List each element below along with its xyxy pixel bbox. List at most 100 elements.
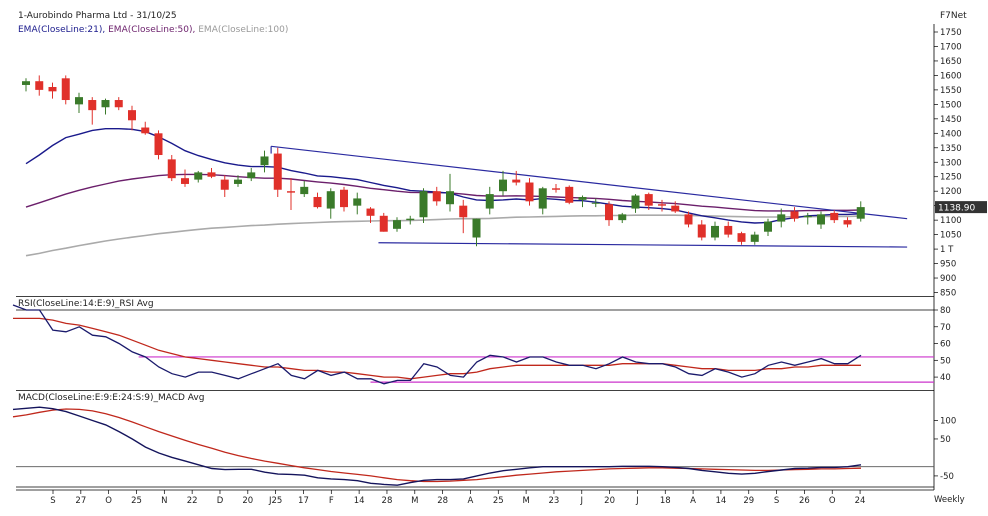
candle-body (287, 191, 295, 193)
candle-body (326, 191, 335, 209)
candle-body (167, 159, 176, 179)
x-tick-label: N (161, 496, 167, 506)
candle (631, 194, 640, 213)
x-tick-label: A (690, 496, 696, 506)
candle-body (618, 214, 627, 221)
timeframe-label: Weekly (934, 495, 965, 505)
candle-body (711, 225, 719, 238)
candle-body (750, 234, 759, 242)
rsi-tick-label: 60 (940, 340, 951, 350)
price-tick-label: 1500 (940, 100, 962, 110)
candle (340, 186, 348, 212)
candle (459, 199, 468, 234)
candle (273, 147, 282, 197)
candle (75, 92, 83, 114)
candle-body (379, 215, 388, 232)
candle (684, 211, 693, 228)
candle (366, 207, 375, 224)
candle (220, 175, 229, 197)
candle (856, 201, 865, 222)
candle (287, 178, 295, 211)
candle-body (432, 191, 441, 202)
candle (591, 198, 600, 208)
candle-body (154, 133, 163, 156)
x-tick-label: 23 (549, 496, 560, 506)
candle (803, 212, 812, 225)
candle (485, 186, 494, 215)
candle-body (671, 205, 680, 212)
candle-body (141, 127, 150, 134)
candle-body (313, 196, 322, 208)
price-tick-label: 1450 (940, 115, 962, 125)
x-tick-label: 27 (75, 496, 86, 506)
rsi-tick-label: 70 (940, 323, 951, 333)
x-tick-label: S (50, 496, 55, 506)
candle-body (459, 205, 468, 218)
rsi-title: RSI(CloseLine:14:E:9)_RSI Avg (18, 299, 154, 309)
x-tick-label: 29 (743, 496, 754, 506)
candle-body (565, 186, 574, 203)
x-tick-label: 26 (799, 496, 810, 506)
candle-body (207, 172, 216, 177)
x-tick-label: O (105, 496, 112, 506)
candle-body (485, 194, 494, 209)
candle (326, 188, 335, 219)
candle (472, 218, 481, 247)
candle-body (591, 202, 600, 204)
x-tick-label: M (411, 496, 418, 506)
rsi-line (12, 304, 862, 385)
x-tick-label: 18 (660, 496, 671, 506)
candle (644, 192, 653, 211)
candle-body (724, 225, 733, 235)
price-tick-label: 1200 (940, 187, 962, 197)
rsi-tick-label: 50 (940, 356, 951, 366)
macd-tick-label: -50 (940, 472, 954, 482)
candle (578, 195, 587, 208)
candle-body (817, 214, 825, 225)
last-price-label: 1138.90 (938, 204, 975, 214)
macd-line (12, 406, 862, 486)
price-tick-label: 1600 (940, 71, 962, 81)
trendline (378, 242, 908, 248)
x-tick-label: M (522, 496, 529, 506)
last-price-tag: 1138.90 (935, 201, 987, 214)
candle (737, 231, 746, 245)
candle-body (300, 186, 309, 195)
rsi-tick-label: 80 (940, 306, 951, 316)
candle (194, 170, 203, 183)
candle-body (803, 215, 812, 218)
candle-body (472, 218, 481, 238)
candle (605, 201, 613, 226)
candle (207, 168, 216, 179)
x-tick-label: 14 (716, 496, 727, 506)
candle-body (605, 204, 613, 221)
candle-body (181, 178, 189, 184)
candle-body (419, 191, 428, 218)
x-tick-label: S (774, 496, 779, 506)
candle (671, 201, 680, 213)
candle-body (406, 218, 415, 221)
x-tick-label: 25 (493, 496, 504, 506)
macd-tick-label: 50 (940, 435, 951, 445)
candle (830, 210, 839, 224)
candle-body (684, 214, 693, 225)
candle-body (114, 100, 123, 108)
candle (618, 212, 627, 224)
candle (48, 82, 57, 99)
ema100-line (25, 214, 861, 257)
ema50-legend: EMA(CloseLine:50), (108, 25, 195, 35)
candle-body (538, 188, 547, 209)
candle-body (393, 220, 401, 229)
candle (499, 170, 507, 196)
price-tick-label: 900 (940, 274, 956, 284)
price-tick-label: 1550 (940, 86, 962, 96)
candle (234, 175, 242, 187)
price-tick-label: 1400 (940, 129, 962, 139)
x-tick-label: A (468, 496, 474, 506)
candle-body (273, 153, 282, 190)
candle (167, 155, 176, 182)
candle (764, 218, 772, 237)
candle-body (88, 100, 97, 111)
candle-body (525, 182, 534, 202)
